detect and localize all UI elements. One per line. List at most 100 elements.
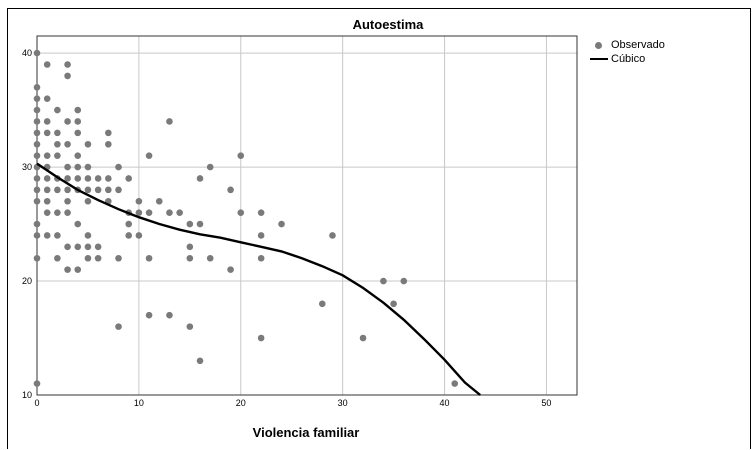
data-point xyxy=(125,220,132,228)
data-point xyxy=(33,95,41,102)
grid-lines xyxy=(37,36,577,395)
legend-label-observado: Observado xyxy=(611,39,665,51)
data-point xyxy=(54,129,61,137)
legend-dot-icon xyxy=(595,41,602,49)
data-point xyxy=(74,118,82,125)
x-tick-label: 40 xyxy=(440,398,450,408)
data-point xyxy=(64,243,71,251)
data-point xyxy=(64,209,71,216)
data-point xyxy=(135,209,143,216)
data-point xyxy=(145,311,153,319)
data-points xyxy=(33,49,459,387)
data-point xyxy=(43,129,51,137)
data-point xyxy=(380,277,387,285)
data-point xyxy=(64,197,71,205)
data-point xyxy=(186,323,194,330)
fit-line-cubic xyxy=(36,162,481,396)
data-point xyxy=(54,232,61,239)
data-point xyxy=(196,357,204,365)
data-point xyxy=(74,106,82,114)
data-point xyxy=(54,186,61,194)
data-point xyxy=(257,334,265,342)
data-point xyxy=(33,140,41,148)
data-point xyxy=(257,209,265,216)
data-point xyxy=(115,323,122,330)
legend: Observado Cúbico xyxy=(590,38,665,66)
chart-frame xyxy=(7,8,751,449)
y-tick-label: 20 xyxy=(22,276,32,286)
data-point xyxy=(33,175,41,182)
data-point xyxy=(94,254,102,262)
y-tick-label: 40 xyxy=(22,48,32,58)
data-point xyxy=(74,152,82,159)
data-point xyxy=(74,220,82,228)
data-point xyxy=(196,175,204,182)
data-point xyxy=(135,197,143,205)
legend-label-cubico: Cúbico xyxy=(611,53,646,65)
data-point xyxy=(64,175,71,182)
data-point xyxy=(186,220,194,228)
data-point xyxy=(64,72,71,80)
data-point xyxy=(257,232,265,239)
data-point xyxy=(43,95,51,102)
data-point xyxy=(451,380,459,387)
data-point xyxy=(237,152,245,159)
data-point xyxy=(33,186,41,194)
legend-item-cubico: Cúbico xyxy=(590,52,665,66)
data-point xyxy=(125,175,132,182)
data-point xyxy=(400,277,408,285)
data-point xyxy=(115,163,122,171)
data-point xyxy=(33,118,41,125)
data-point xyxy=(33,254,41,262)
data-point xyxy=(54,106,61,114)
data-point xyxy=(186,254,194,262)
data-point xyxy=(54,209,61,216)
chart-title: Autoestima xyxy=(353,17,425,32)
data-point xyxy=(64,163,71,171)
legend-line-icon xyxy=(590,58,608,60)
data-point xyxy=(64,61,71,68)
data-point xyxy=(64,266,71,273)
data-point xyxy=(227,186,234,194)
data-point xyxy=(237,209,245,216)
data-point xyxy=(43,152,51,159)
data-point xyxy=(318,300,326,308)
data-point xyxy=(43,186,51,194)
data-point xyxy=(33,106,41,114)
data-point xyxy=(43,61,51,68)
data-point xyxy=(84,232,92,239)
data-point xyxy=(84,175,92,182)
data-point xyxy=(33,83,41,91)
x-tick-label: 30 xyxy=(338,398,348,408)
data-point xyxy=(145,254,153,262)
data-point xyxy=(43,118,51,125)
data-point xyxy=(43,232,51,239)
x-tick-label: 10 xyxy=(134,398,144,408)
data-point xyxy=(105,129,112,137)
data-point xyxy=(145,152,153,159)
data-point xyxy=(64,186,71,194)
data-point xyxy=(84,163,92,171)
data-point xyxy=(196,220,204,228)
data-point xyxy=(94,243,102,251)
data-point xyxy=(115,254,122,262)
data-point xyxy=(155,197,163,205)
data-point xyxy=(64,118,71,125)
data-point xyxy=(74,163,82,171)
data-point xyxy=(206,163,214,171)
data-point xyxy=(227,266,234,273)
data-point xyxy=(84,243,92,251)
data-point xyxy=(145,209,153,216)
data-point xyxy=(329,232,336,239)
data-point xyxy=(166,311,173,319)
data-point xyxy=(84,197,92,205)
data-point xyxy=(206,254,214,262)
data-point xyxy=(43,197,51,205)
data-point xyxy=(176,209,183,216)
data-point xyxy=(33,380,41,387)
data-point xyxy=(166,118,173,125)
data-point xyxy=(43,175,51,182)
data-point xyxy=(278,220,285,228)
data-point xyxy=(84,140,92,148)
